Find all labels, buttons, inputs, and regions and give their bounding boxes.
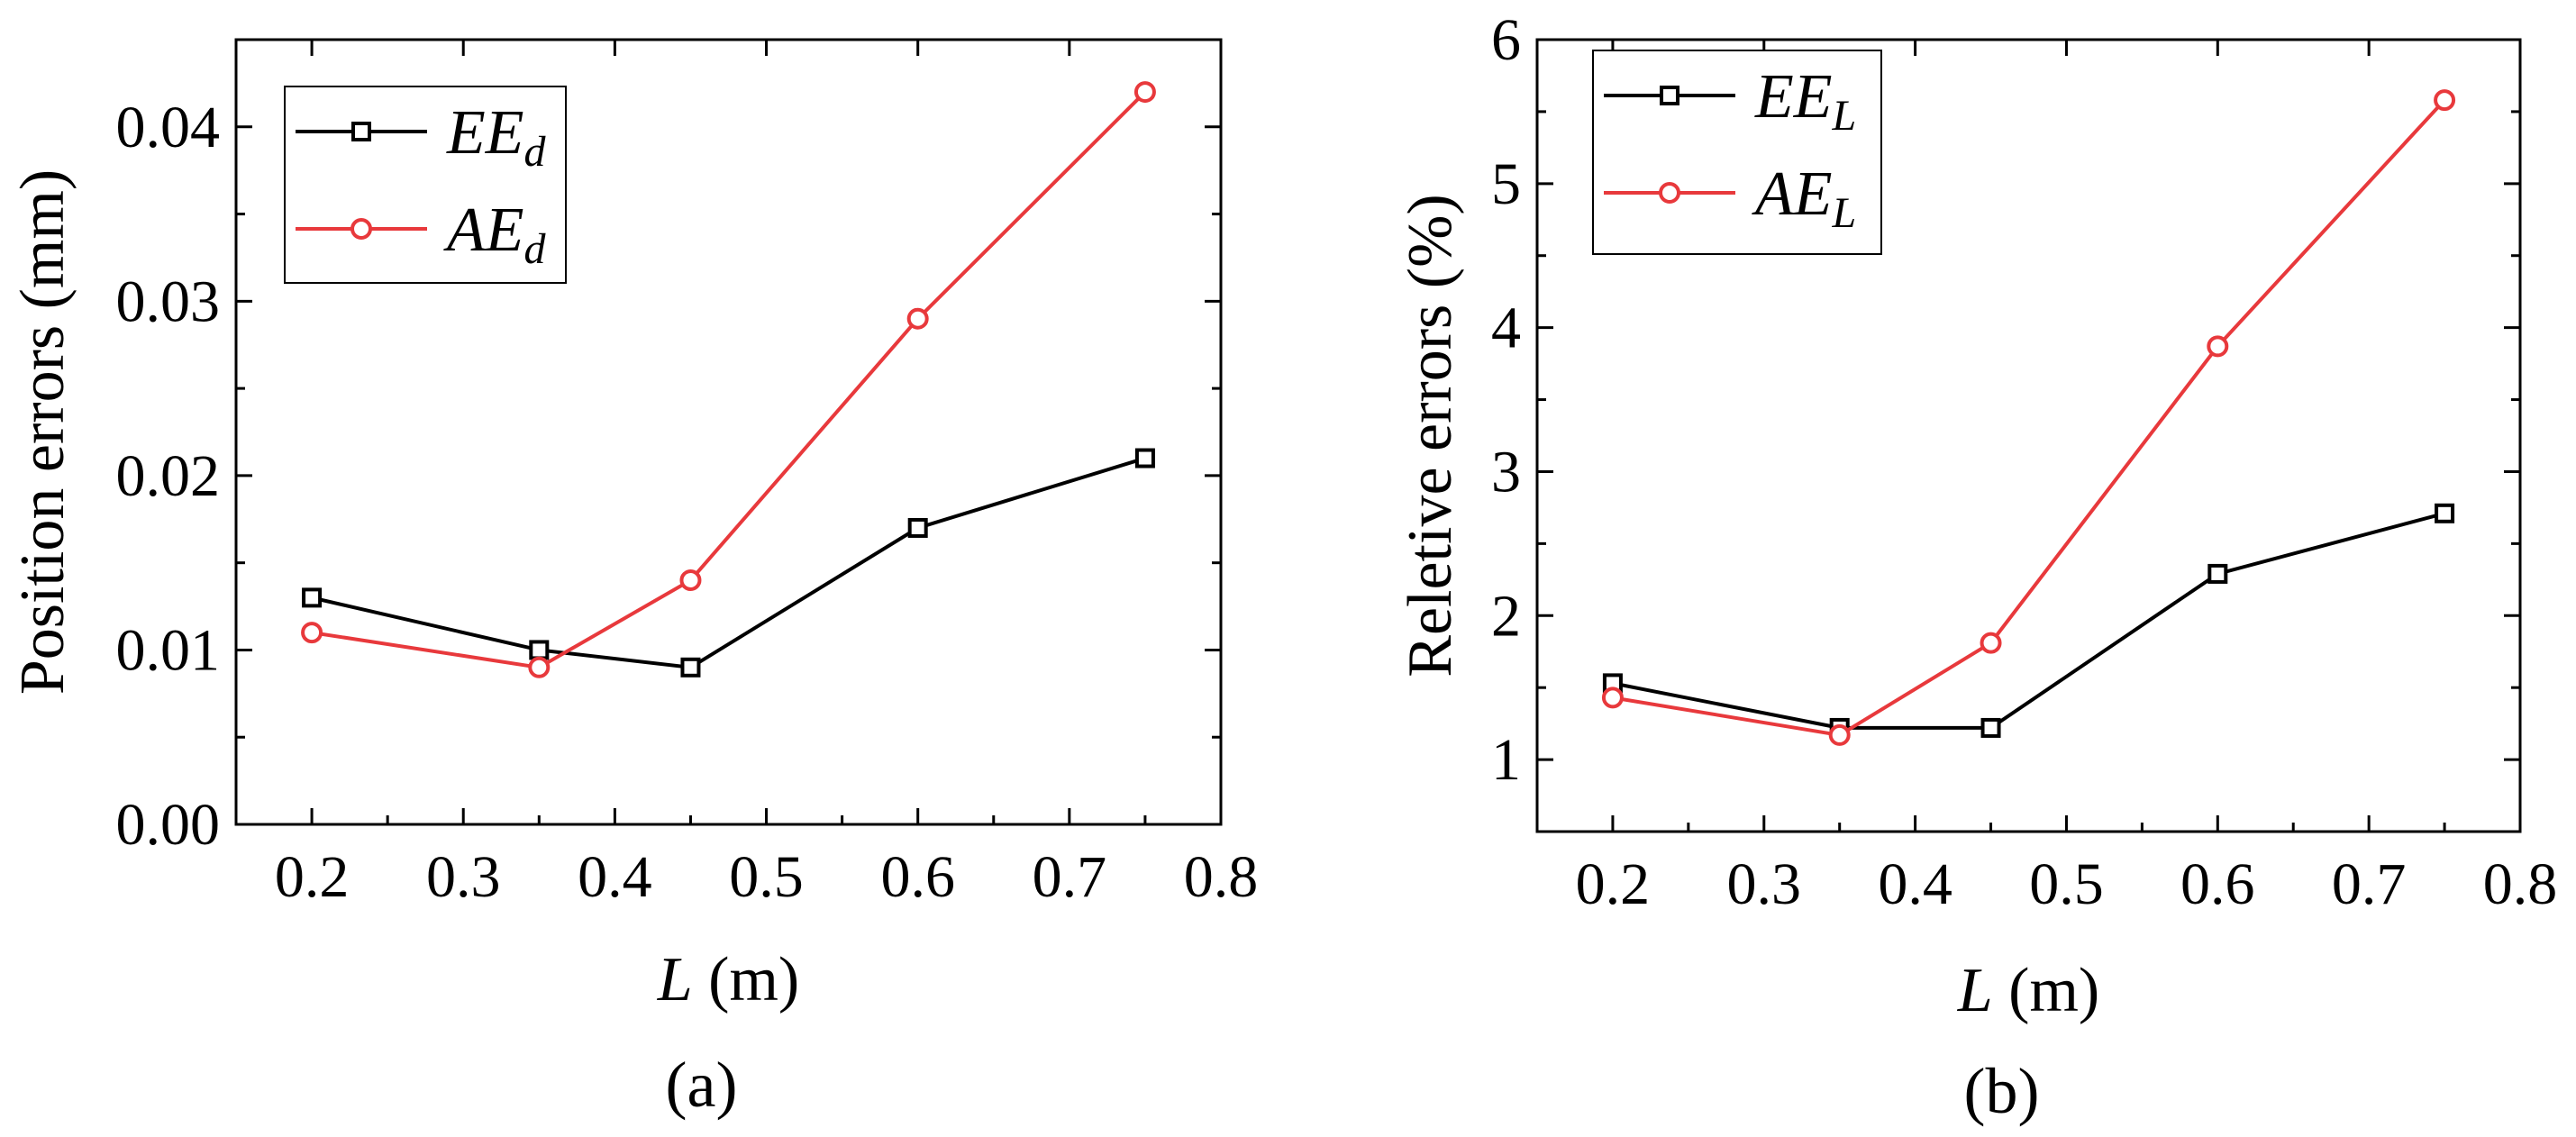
y-tick-label: 0.03 [116, 268, 221, 334]
data-point-EEL [1980, 717, 2001, 738]
series-line-EEd [311, 456, 1146, 669]
x-tick-label: 0.8 [2483, 851, 2558, 917]
panel-caption: (b) [1964, 1055, 2040, 1127]
legend-marker-EEd [351, 122, 371, 141]
chart-a: 0.2 0.3 0.4 0.5 0.6 0.7 0.8 0.00 0.01 0.02 0.03 0.0… [8, 38, 1259, 1121]
data-point-EEd [1134, 448, 1155, 468]
y-tick-label: 0.00 [116, 792, 221, 858]
y-tick-label: 6 [1491, 7, 1521, 73]
panel-caption: (a) [666, 1049, 738, 1121]
legend-label-AEL: AEL [1752, 159, 1856, 237]
data-point-EEd [907, 517, 928, 538]
data-point-AEd [679, 569, 702, 592]
x-tick-label: 0.2 [275, 844, 350, 910]
plot-frame [1535, 38, 2522, 833]
legend-label-AEd: AEd [443, 196, 547, 273]
y-tick-label: 4 [1491, 296, 1521, 361]
legend-box [1592, 50, 1882, 255]
x-tick-label: 0.4 [1878, 851, 1952, 917]
y-tick-label: 0.02 [116, 443, 221, 509]
x-axis-label: L (m) [1957, 956, 2100, 1025]
legend-marker-EEL [1660, 86, 1679, 105]
data-point-AEL [2207, 335, 2229, 358]
legend: EEL AEL [1592, 50, 1882, 255]
legend-label-EEd: EEd [446, 98, 547, 176]
data-point-AEL [1980, 632, 2002, 654]
data-point-AEd [906, 307, 929, 330]
data-point-EEL [2207, 563, 2228, 584]
series-line-EEL [1612, 511, 2445, 730]
y-tick-label: 5 [1491, 151, 1521, 217]
x-axis-label: L (m) [657, 945, 800, 1014]
y-tick-label: 0.01 [116, 617, 221, 683]
x-tick-label: 0.7 [1033, 844, 1107, 910]
data-point-EEL [2435, 503, 2455, 523]
data-point-AEd [301, 622, 323, 644]
y-axis-label: Position errors (mm) [8, 169, 77, 695]
data-point-AEL [2434, 89, 2456, 112]
x-tick-label: 0.5 [2029, 851, 2104, 917]
x-tick-label: 0.4 [578, 844, 652, 910]
data-point-AEd [528, 656, 551, 678]
data-point-AEL [1601, 687, 1624, 709]
data-point-AEd [1133, 81, 1156, 104]
legend: EEd AEd [284, 86, 567, 284]
legend-box [284, 86, 567, 284]
plot-frame [234, 38, 1223, 826]
x-tick-label: 0.2 [1576, 851, 1651, 917]
legend-label-EEL: EEL [1754, 62, 1856, 140]
data-point-EEd [680, 657, 701, 678]
x-tick-label: 0.6 [880, 844, 955, 910]
x-tick-label: 0.7 [2332, 851, 2407, 917]
x-tick-label: 0.6 [2180, 851, 2255, 917]
x-tick-label: 0.5 [729, 844, 804, 910]
legend-marker-AEd [350, 218, 372, 240]
y-tick-label: 3 [1491, 439, 1521, 505]
y-axis-label: Reletive errors (%) [1396, 194, 1465, 677]
data-point-EEd [529, 640, 550, 660]
x-tick-label: 0.3 [426, 844, 501, 910]
data-point-AEL [1828, 723, 1851, 746]
y-tick-label: 1 [1491, 727, 1521, 793]
y-tick-label: 0.04 [116, 95, 221, 160]
x-tick-label: 0.8 [1184, 844, 1259, 910]
y-tick-label: 2 [1491, 583, 1521, 649]
data-point-EEd [302, 587, 323, 608]
x-tick-label: 0.3 [1727, 851, 1802, 917]
chart-b: 0.2 0.3 0.4 0.5 0.6 0.7 0.8 1 2 3 4 5 6 L (m) Reletive… [1396, 7, 2557, 1127]
legend-marker-AEL [1659, 182, 1680, 204]
